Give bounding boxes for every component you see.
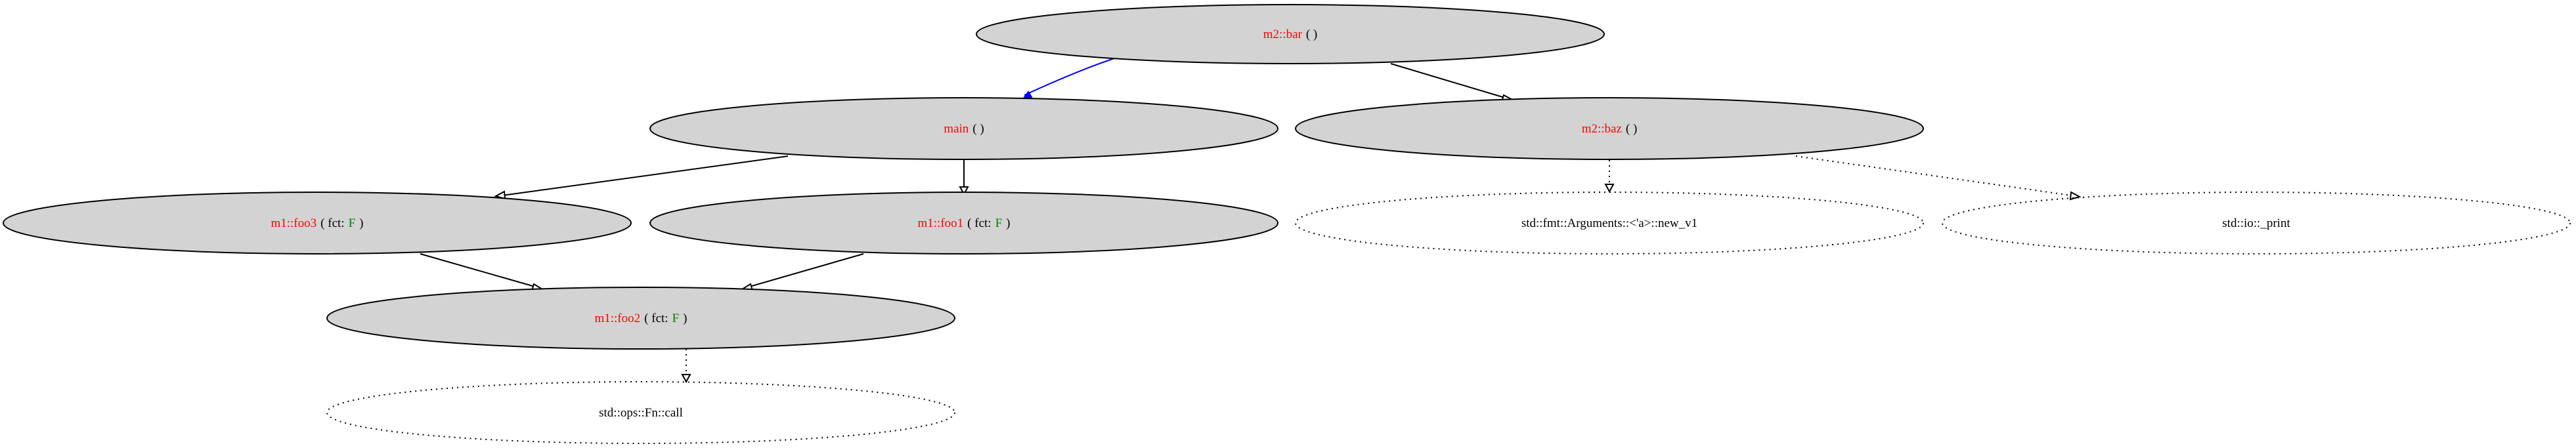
node-m2-baz-shape: [1295, 97, 1924, 160]
node-std-ops-fn-call[interactable]: std::ops::Fn::call: [326, 381, 955, 444]
node-std-fmt-new-v1[interactable]: std::fmt::Arguments::<'a>::new_v1: [1295, 192, 1924, 255]
node-m1-foo2-shape: [326, 287, 955, 350]
node-m2-baz[interactable]: m2::baz( ): [1295, 97, 1924, 160]
node-m2-baz-label: m2::baz( ): [1582, 122, 1638, 136]
node-m1-foo3-label: m1::foo3( fct: F): [271, 216, 364, 230]
node-std-io-print-label: std::io::_print: [2222, 216, 2290, 230]
edge-main-to-foo3: [502, 155, 789, 196]
node-main-shape: [649, 97, 1278, 160]
edge-foo1-to-foo2: [747, 253, 864, 288]
node-m1-foo2[interactable]: m1::foo2( fct: F): [326, 287, 955, 350]
edge-baz-to-fmt-arrowhead: [1604, 184, 1615, 193]
node-m1-foo3[interactable]: m1::foo3( fct: F): [3, 192, 632, 255]
node-std-ops-fn-call-shape: [326, 381, 955, 444]
node-std-fmt-new-v1-label: std::fmt::Arguments::<'a>::new_v1: [1521, 216, 1697, 230]
node-m2-bar[interactable]: m2::bar( ): [976, 4, 1605, 64]
edge-foo3-to-foo2: [420, 253, 538, 288]
edge-bar-to-baz: [1390, 63, 1508, 99]
node-m2-bar-label: m2::bar( ): [1263, 28, 1318, 41]
node-std-io-print-shape: [1942, 192, 2571, 255]
node-main[interactable]: main( ): [649, 97, 1278, 160]
node-m1-foo1-label: m1::foo1( fct: F): [918, 216, 1011, 230]
node-m1-foo1[interactable]: m1::foo1( fct: F): [649, 192, 1278, 255]
node-m1-foo1-shape: [649, 192, 1278, 255]
node-m1-foo2-label: m1::foo2( fct: F): [595, 312, 688, 325]
node-std-io-print[interactable]: std::io::_print: [1942, 192, 2571, 255]
node-std-fmt-new-v1-shape: [1295, 192, 1924, 255]
node-main-label: main( ): [944, 122, 984, 136]
node-m1-foo3-shape: [3, 192, 632, 255]
edge-main-to-foo1-arrowhead: [959, 186, 969, 196]
edge-foo2-to-fncall-arrowhead: [681, 374, 691, 384]
node-m2-bar-shape: [976, 4, 1605, 64]
node-std-ops-fn-call-label: std::ops::Fn::call: [599, 406, 683, 420]
edge-baz-to-print: [1795, 155, 2072, 196]
edge-baz-to-print-arrowhead: [2069, 191, 2082, 201]
